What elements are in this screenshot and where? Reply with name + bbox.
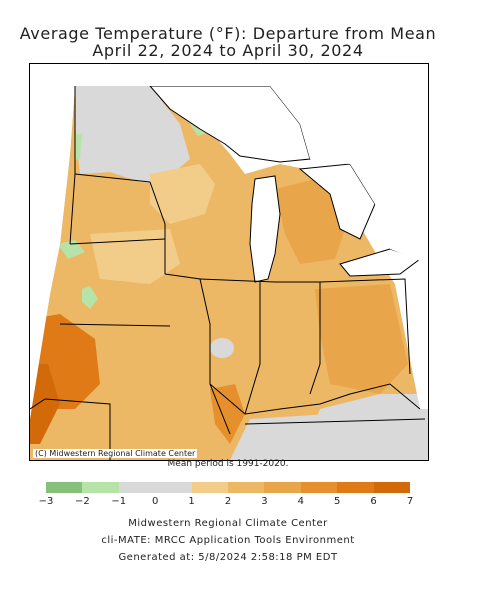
legend-tick-label: 0 xyxy=(152,496,159,507)
region-green-iowa-2 xyxy=(58,240,85,259)
legend-tick-label: 4 xyxy=(297,496,304,507)
region-darkest-west xyxy=(30,364,60,444)
legend-swatch xyxy=(373,482,410,493)
map-title-line2: April 22, 2024 to April 30, 2024 xyxy=(92,41,364,60)
legend-swatch xyxy=(155,482,192,493)
footer-tool: cli-MATE: MRCC Application Tools Environ… xyxy=(101,535,355,546)
region-gray-south xyxy=(230,414,350,460)
map-title-line1: Average Temperature (°F): Departure from… xyxy=(19,24,437,43)
legend-tick-label: 7 xyxy=(406,496,414,507)
legend-tick-label: −2 xyxy=(75,496,90,507)
legend-tick-label: 3 xyxy=(261,496,268,507)
legend-tick-label: −1 xyxy=(111,496,127,507)
region-mid-mississippi xyxy=(210,384,245,444)
region-green-nw xyxy=(75,134,82,160)
legend-swatch xyxy=(191,482,228,493)
lake-erie xyxy=(339,248,422,277)
legend-swatch xyxy=(337,482,374,493)
legend-swatch xyxy=(264,482,301,493)
region-gray-minnesota xyxy=(75,86,190,184)
legend-swatch xyxy=(300,482,338,493)
legend-tick-label: 6 xyxy=(370,496,377,507)
legend-swatch xyxy=(118,482,156,493)
legend-tick-label: 5 xyxy=(334,496,341,507)
region-green-iowa xyxy=(82,286,98,309)
legend-tick-label: 1 xyxy=(188,496,195,507)
footer-generated: Generated at: 5/8/2024 2:58:18 PM EDT xyxy=(118,552,338,563)
state-borders xyxy=(30,86,426,460)
color-legend: −3 −2 −1 0 1 2 3 4 5 6 7 xyxy=(39,482,413,512)
copyright-label: (C) Midwestern Regional Climate Center xyxy=(33,449,198,458)
footer-org: Midwestern Regional Climate Center xyxy=(128,518,328,529)
temperature-departure-map: (C) Midwestern Regional Climate Center xyxy=(29,63,429,461)
canada-area xyxy=(270,86,428,264)
northwest-white xyxy=(30,64,428,419)
region-light-iowa xyxy=(90,229,180,284)
region-mid-michigan xyxy=(275,179,350,264)
legend-swatch xyxy=(82,482,119,493)
legend-swatch xyxy=(228,482,265,493)
map-canvas xyxy=(30,64,428,460)
legend-tick-label: 2 xyxy=(224,496,232,507)
lake-michigan xyxy=(249,175,281,283)
region-gray-illinois xyxy=(210,338,234,358)
legend-tick-label: −3 xyxy=(38,496,54,507)
east-white xyxy=(395,264,428,409)
region-mid-ohio xyxy=(315,284,408,394)
mean-period-note: Mean period is 1991-2020. xyxy=(167,459,289,469)
region-light-wisconsin xyxy=(150,164,215,224)
legend-swatch xyxy=(46,482,83,493)
